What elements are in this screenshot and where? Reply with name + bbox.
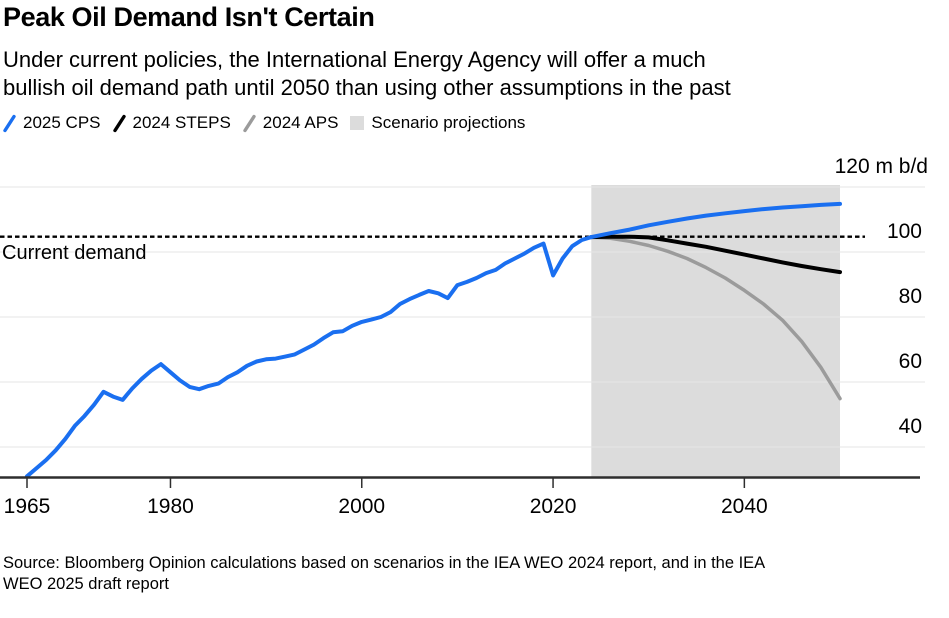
- slash-icon: [3, 114, 16, 132]
- page-title: Peak Oil Demand Isn't Certain: [3, 2, 375, 32]
- band-swatch-icon: [350, 116, 365, 130]
- slash-icon: [243, 114, 256, 132]
- legend-label: 2024 STEPS: [132, 113, 231, 132]
- y-axis-label-100: 100: [886, 220, 922, 243]
- source-line2: WEO 2025 draft report: [3, 575, 169, 593]
- chart-legend: 2025 CPS 2024 STEPS 2024 APS Scenario pr…: [3, 113, 525, 133]
- y-axis-label-60: 60: [898, 350, 922, 373]
- y-axis-unit-label: 120 m b/d: [834, 155, 928, 178]
- x-axis-label-2040: 2040: [720, 495, 768, 518]
- legend-label: Scenario projections: [371, 113, 526, 132]
- x-axis-label-1965: 1965: [3, 495, 51, 518]
- scenario-projection-band: [591, 185, 840, 478]
- legend-label: 2025 CPS: [23, 113, 101, 132]
- series-2025-cps: [589, 201, 842, 240]
- y-axis-label-80: 80: [898, 285, 922, 308]
- x-axis-label-2000: 2000: [338, 495, 386, 518]
- chart-subtitle-line2: bullish oil demand path until 2050 than …: [3, 75, 731, 100]
- current-demand-annotation: Current demand: [2, 242, 147, 264]
- chart-subtitle: Under current policies, the Internationa…: [3, 46, 731, 102]
- legend-item-2024-aps: 2024 APS: [243, 113, 339, 133]
- legend-item-2025-cps: 2025 CPS: [3, 113, 101, 133]
- series-historical-oil-demand: [25, 235, 594, 479]
- x-axis-label-1980: 1980: [147, 495, 194, 518]
- legend-label: 2024 APS: [262, 113, 339, 132]
- y-axis-label-40: 40: [898, 415, 922, 438]
- series-2024-steps: [589, 234, 842, 275]
- x-axis-label-2020: 2020: [529, 495, 577, 518]
- series-2024-aps: [589, 235, 842, 401]
- legend-item-2024-steps: 2024 STEPS: [112, 113, 231, 133]
- source-note: Source: Bloomberg Opinion calculations b…: [3, 553, 765, 595]
- slash-icon: [112, 114, 126, 132]
- legend-item-scenario-projections: Scenario projections: [350, 113, 525, 133]
- source-line1: Source: Bloomberg Opinion calculations b…: [3, 554, 766, 572]
- chart-subtitle-line1: Under current policies, the Internationa…: [3, 47, 706, 72]
